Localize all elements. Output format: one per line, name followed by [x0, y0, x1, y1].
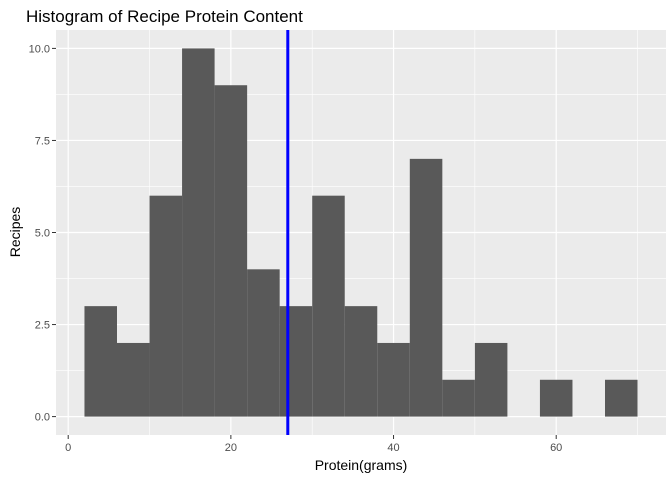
histogram-bar [377, 342, 410, 417]
histogram-bar [605, 379, 638, 417]
x-axis-title: Protein(grams) [315, 457, 408, 473]
x-tick-label: 60 [550, 442, 562, 454]
histogram-bar [247, 269, 280, 417]
chart-title: Histogram of Recipe Protein Content [26, 7, 303, 26]
histogram-bar [149, 195, 183, 417]
histogram-bar [442, 379, 475, 417]
x-tick-label: 0 [65, 442, 71, 454]
histogram-bar [312, 195, 345, 417]
histogram-bar [344, 306, 378, 417]
y-tick-label: 7.5 [35, 135, 50, 147]
y-tick-label: 5.0 [35, 228, 50, 240]
histogram-bar [84, 306, 117, 417]
histogram-bar [474, 342, 508, 417]
histogram-bar [279, 306, 313, 417]
histogram-bar [214, 85, 248, 417]
x-tick-label: 40 [387, 442, 399, 454]
y-tick-label: 0.0 [35, 412, 50, 424]
x-axis-ticks: 0 20 40 60 [65, 435, 562, 454]
histogram-bar [117, 342, 150, 417]
histogram-bar [182, 48, 215, 417]
histogram-bar [539, 379, 573, 417]
x-tick-label: 20 [225, 442, 237, 454]
y-axis-ticks: 0.0 2.5 5.0 7.5 10.0 [29, 43, 56, 424]
histogram-bars [84, 48, 638, 417]
histogram-bar [409, 158, 443, 417]
y-tick-label: 2.5 [35, 320, 50, 332]
y-tick-label: 10.0 [29, 43, 50, 55]
y-axis-title: Recipes [7, 207, 23, 258]
